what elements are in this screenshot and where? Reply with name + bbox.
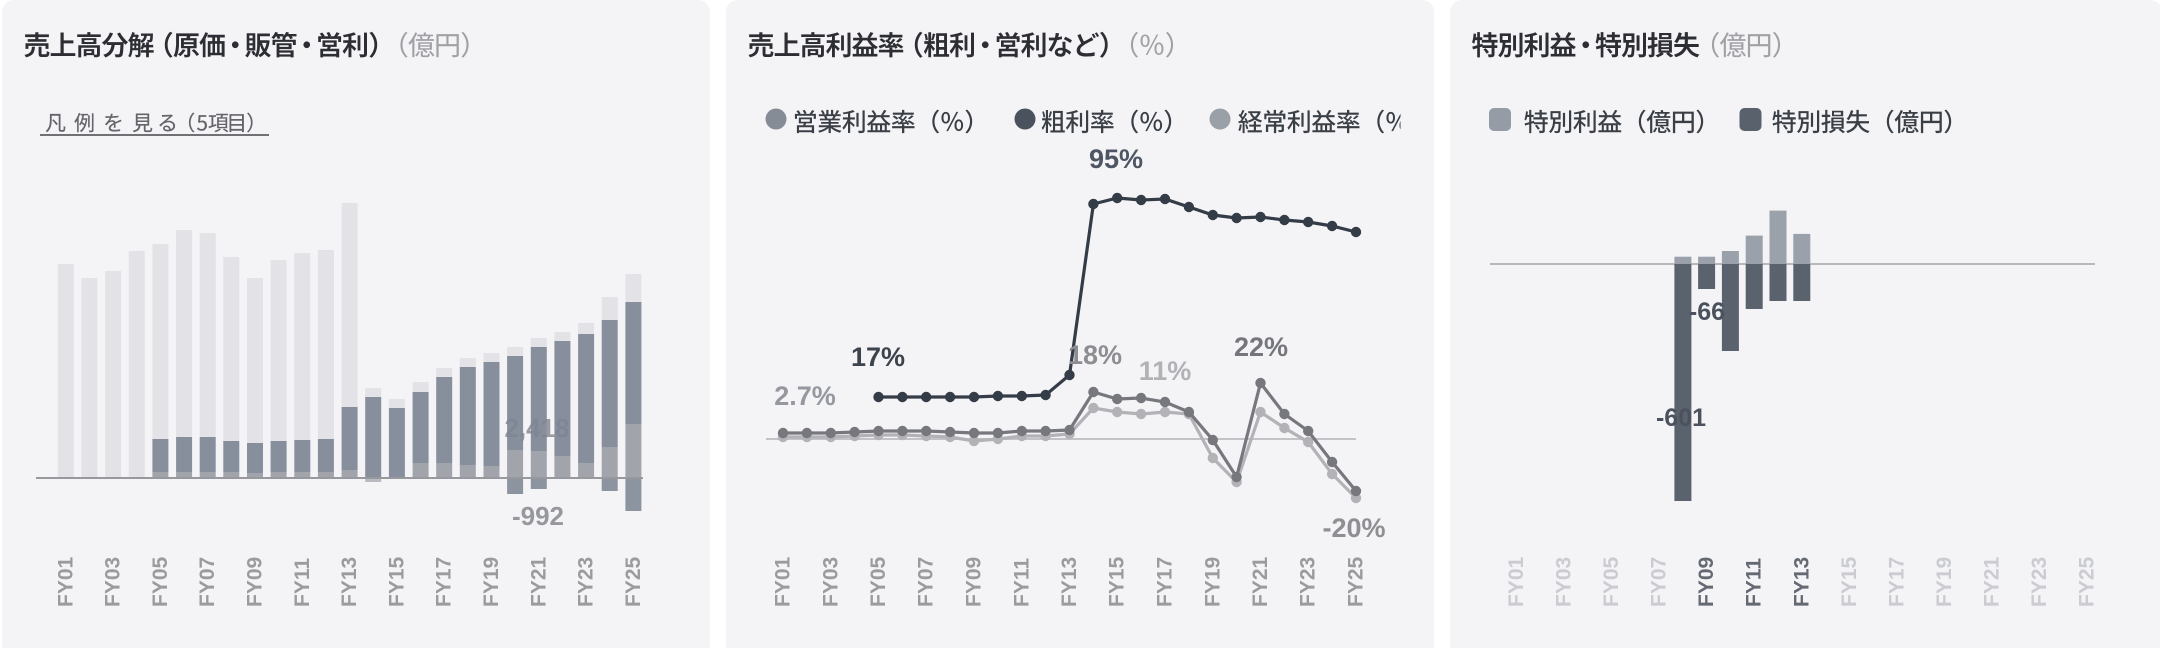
svg-text:FY21: FY21	[1981, 556, 2004, 607]
svg-text:95%: 95%	[1089, 144, 1143, 174]
svg-text:FY05: FY05	[1600, 556, 1623, 607]
svg-text:-601: -601	[1656, 404, 1706, 432]
svg-text:22%: 22%	[1234, 332, 1288, 362]
svg-text:-20%: -20%	[1322, 513, 1385, 543]
svg-text:-992: -992	[512, 501, 564, 531]
svg-text:2.7%: 2.7%	[774, 381, 836, 411]
svg-text:FY17: FY17	[433, 557, 456, 607]
svg-text:FY07: FY07	[1648, 557, 1671, 607]
svg-text:FY21: FY21	[527, 556, 550, 607]
svg-text:FY19: FY19	[1933, 557, 1956, 607]
svg-text:FY21: FY21	[1249, 556, 1272, 607]
svg-text:FY13: FY13	[1790, 557, 1813, 607]
svg-text:FY17: FY17	[1154, 557, 1177, 607]
svg-text:FY25: FY25	[622, 556, 645, 607]
svg-text:FY13: FY13	[338, 557, 361, 607]
svg-text:FY11: FY11	[1743, 558, 1766, 607]
svg-text:FY09: FY09	[244, 557, 267, 607]
svg-text:FY23: FY23	[575, 557, 598, 607]
svg-text:FY13: FY13	[1058, 557, 1081, 607]
svg-text:FY19: FY19	[480, 557, 503, 607]
svg-text:FY23: FY23	[2028, 557, 2051, 607]
svg-text:FY09: FY09	[1695, 557, 1718, 607]
svg-text:FY07: FY07	[915, 557, 938, 607]
svg-text:FY01: FY01	[1505, 556, 1528, 607]
svg-text:FY15: FY15	[385, 556, 408, 607]
svg-text:FY19: FY19	[1201, 557, 1224, 607]
svg-text:FY01: FY01	[772, 556, 795, 607]
svg-text:FY03: FY03	[819, 557, 842, 607]
svg-text:FY15: FY15	[1838, 556, 1861, 607]
svg-text:FY03: FY03	[102, 557, 125, 607]
svg-text:18%: 18%	[1068, 340, 1122, 370]
svg-text:FY11: FY11	[1010, 558, 1033, 607]
svg-text:FY05: FY05	[867, 556, 890, 607]
svg-text:FY07: FY07	[196, 557, 219, 607]
svg-text:FY05: FY05	[149, 556, 172, 607]
svg-text:FY25: FY25	[1345, 556, 1368, 607]
svg-text:FY25: FY25	[2076, 556, 2099, 607]
svg-text:FY03: FY03	[1553, 557, 1576, 607]
svg-text:17%: 17%	[851, 342, 905, 372]
svg-text:FY01: FY01	[54, 556, 77, 607]
svg-text:-66: -66	[1689, 298, 1725, 326]
svg-text:11%: 11%	[1139, 356, 1192, 386]
svg-text:FY15: FY15	[1106, 556, 1129, 607]
svg-text:FY11: FY11	[291, 558, 314, 607]
svg-text:FY23: FY23	[1297, 557, 1320, 607]
svg-text:FY09: FY09	[963, 557, 986, 607]
svg-text:FY17: FY17	[1885, 557, 1908, 607]
